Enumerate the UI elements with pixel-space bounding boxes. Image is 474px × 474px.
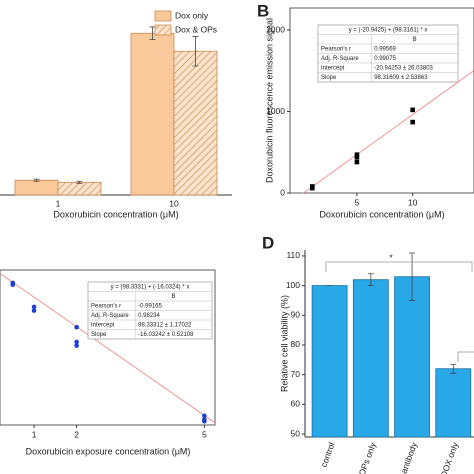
point <box>74 324 79 330</box>
legend-label: Dox & OPs <box>175 24 217 34</box>
table-value: -16.03242 ± 0.52108 <box>138 332 194 338</box>
y-tick-label: 0 <box>280 187 285 197</box>
point <box>310 184 315 189</box>
fit-equation: y = (98.3331) + (-16.0324) * x <box>111 284 190 290</box>
x-axis-label: Doxorubicin exposure concentration (μM) <box>26 446 191 456</box>
y-tick-label: 110 <box>286 250 300 260</box>
significance-bracket <box>457 351 474 362</box>
fit-line <box>0 273 215 424</box>
x-axis-label: Doxorubicin concentration (μM) <box>319 209 444 219</box>
x-tick-label: control <box>318 441 336 468</box>
y-tick-label: 60 <box>291 399 301 409</box>
table-label: Slope <box>321 75 337 81</box>
y-tick-label: 90 <box>291 310 301 320</box>
table-value: 0.98234 <box>138 313 160 319</box>
y-tick-label: 1000 <box>266 106 285 116</box>
table-value: -0.99165 <box>138 303 162 309</box>
fit-line <box>302 70 474 193</box>
x-tick-label: 1 <box>56 198 61 208</box>
x-tick-label: DOX only <box>438 440 460 474</box>
plot-frame <box>289 7 474 194</box>
legend-swatch <box>154 10 172 22</box>
x-axis-label: Doxorubicin concentration (μM) <box>53 209 178 219</box>
y-axis-label: Doxorubicin fluorescence emission signal <box>264 18 274 183</box>
bar <box>173 50 218 196</box>
x-tick-label: 10 <box>408 197 418 207</box>
table-label: Slope <box>91 332 107 338</box>
bar <box>394 276 430 438</box>
legend-label: Dox only <box>175 10 209 20</box>
point <box>31 308 37 313</box>
error-bar <box>450 363 457 374</box>
x-tick-label: 1 <box>32 429 37 439</box>
point <box>202 413 207 419</box>
y-tick-label: 2000 <box>266 24 285 34</box>
error-bar <box>409 252 416 301</box>
point <box>354 154 360 160</box>
point <box>410 119 415 125</box>
bar <box>57 181 102 196</box>
point <box>354 159 360 165</box>
annotation: * <box>389 252 393 262</box>
table-label: Adj. R-Square <box>321 56 359 62</box>
bar <box>130 32 175 196</box>
significance-bracket <box>325 261 473 272</box>
x-tick-label: OPs only <box>357 440 378 474</box>
error-bar <box>192 36 199 67</box>
point <box>31 304 37 310</box>
fit-equation: y = (-20.9425) + (98.3161) * x <box>349 27 428 33</box>
table-label: Intercept <box>91 322 115 328</box>
point <box>74 339 79 345</box>
panel-label: B <box>257 1 269 20</box>
point <box>10 282 16 288</box>
table-header: B <box>172 294 176 300</box>
x-tick-label: 5 <box>202 429 207 439</box>
y-tick-label: 50 <box>291 428 301 438</box>
bar <box>352 279 389 438</box>
bar <box>14 179 59 196</box>
table-label: Adj. R-Square <box>91 313 129 319</box>
legend-swatch <box>154 24 172 36</box>
error-bar <box>367 273 374 287</box>
point <box>202 419 207 424</box>
y-tick-label: 100 <box>286 280 300 290</box>
error-bar <box>76 180 83 184</box>
bar <box>435 368 472 438</box>
table-header: B <box>413 37 417 43</box>
error-bar <box>149 26 156 40</box>
x-tick-label: OPs-antibody <box>392 440 419 474</box>
bar <box>311 285 348 438</box>
y-axis-label: Relative cell viability (%) <box>279 295 289 392</box>
point <box>410 107 415 113</box>
error-bar <box>33 178 40 182</box>
table-label: Pearson's r <box>321 46 351 52</box>
table-value: 98.31609 ± 2.53863 <box>374 75 428 81</box>
plot-frame <box>0 269 216 426</box>
x-tick-label: 2 <box>74 429 79 439</box>
point <box>354 152 360 157</box>
table-value: -20.94253 ± 26.03803 <box>374 65 433 71</box>
panel-label: D <box>262 233 274 252</box>
table-label: Pearson's r <box>91 303 121 309</box>
y-tick-label: 80 <box>291 339 301 349</box>
point <box>74 343 79 348</box>
table-value: 0.99569 <box>374 46 396 52</box>
x-tick-label: 10 <box>169 198 179 208</box>
table-value: 98.33312 ± 1.17022 <box>138 322 192 328</box>
y-tick-label: 70 <box>291 369 301 379</box>
x-tick-label: 5 <box>355 197 360 207</box>
table-label: Intercept <box>321 65 345 71</box>
table-value: 0.99075 <box>374 56 396 62</box>
